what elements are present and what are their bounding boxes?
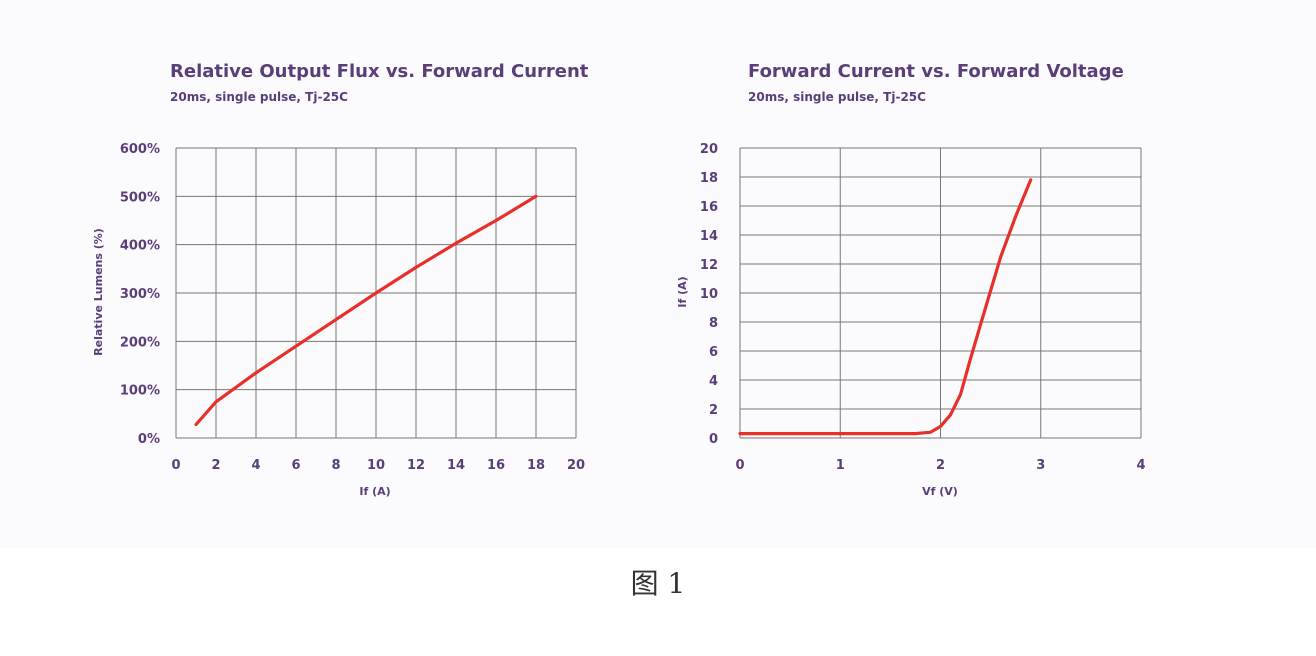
x-tick-label: 12 <box>407 458 425 473</box>
x-tick-label: 16 <box>487 458 505 473</box>
x-tick-label: 2 <box>936 458 945 473</box>
x-tick-label: 20 <box>567 458 585 473</box>
figure-panel <box>0 0 1316 548</box>
y-tick-label: 14 <box>700 229 718 244</box>
x-ticks: 0 2 4 6 8 10 12 14 16 18 20 <box>171 458 585 473</box>
y-tick-label: 10 <box>700 287 718 302</box>
chart-current-vs-voltage: Forward Current vs. Forward Voltage 20ms… <box>676 61 1146 498</box>
y-tick-label: 400% <box>120 239 160 254</box>
x-axis-label: If (A) <box>359 485 390 498</box>
x-tick-label: 14 <box>447 458 465 473</box>
x-tick-label: 8 <box>331 458 340 473</box>
x-tick-label: 3 <box>1036 458 1045 473</box>
chart-title: Relative Output Flux vs. Forward Current <box>170 61 589 82</box>
y-tick-label: 0 <box>709 432 718 447</box>
y-tick-label: 0% <box>138 432 160 447</box>
x-tick-label: 1 <box>836 458 845 473</box>
chart-svg: Relative Output Flux vs. Forward Current… <box>92 61 1146 498</box>
y-axis-label: If (A) <box>676 276 689 307</box>
chart-subtitle: 20ms, single pulse, Tj-25C <box>170 90 348 104</box>
y-axis-label: Relative Lumens (%) <box>92 228 105 356</box>
x-tick-label: 0 <box>171 458 180 473</box>
y-tick-label: 2 <box>709 403 718 418</box>
y-tick-label: 8 <box>709 316 718 331</box>
y-tick-label: 100% <box>120 384 160 399</box>
chart-subtitle: 20ms, single pulse, Tj-25C <box>748 90 926 104</box>
chart-title: Forward Current vs. Forward Voltage <box>748 61 1124 82</box>
y-tick-label: 200% <box>120 335 160 350</box>
y-tick-label: 500% <box>120 190 160 205</box>
y-tick-label: 300% <box>120 287 160 302</box>
chart-flux-vs-current: Relative Output Flux vs. Forward Current… <box>92 61 589 498</box>
grid <box>739 147 1142 439</box>
series-group <box>194 194 538 427</box>
x-tick-label: 4 <box>251 458 260 473</box>
y-tick-label: 4 <box>709 374 718 389</box>
x-tick-label: 18 <box>527 458 545 473</box>
series-line <box>194 194 538 427</box>
y-tick-label: 16 <box>700 200 718 215</box>
series-line <box>738 178 1033 436</box>
x-tick-label: 10 <box>367 458 385 473</box>
y-tick-label: 12 <box>700 258 718 273</box>
y-tick-label: 20 <box>700 142 718 157</box>
series-group <box>738 178 1033 436</box>
y-tick-label: 18 <box>700 171 718 186</box>
x-tick-label: 2 <box>211 458 220 473</box>
y-tick-label: 600% <box>120 142 160 157</box>
y-tick-label: 6 <box>709 345 718 360</box>
x-tick-label: 4 <box>1136 458 1145 473</box>
x-ticks: 0 1 2 3 4 <box>735 458 1145 473</box>
x-tick-label: 6 <box>291 458 300 473</box>
y-ticks: 0% 100% 200% 300% 400% 500% 600% <box>120 142 160 447</box>
y-ticks: 0 2 4 6 8 10 12 14 16 18 20 <box>700 142 718 447</box>
x-axis-label: Vf (V) <box>922 485 958 498</box>
x-tick-label: 0 <box>735 458 744 473</box>
figure-caption: 图 1 <box>630 567 686 600</box>
